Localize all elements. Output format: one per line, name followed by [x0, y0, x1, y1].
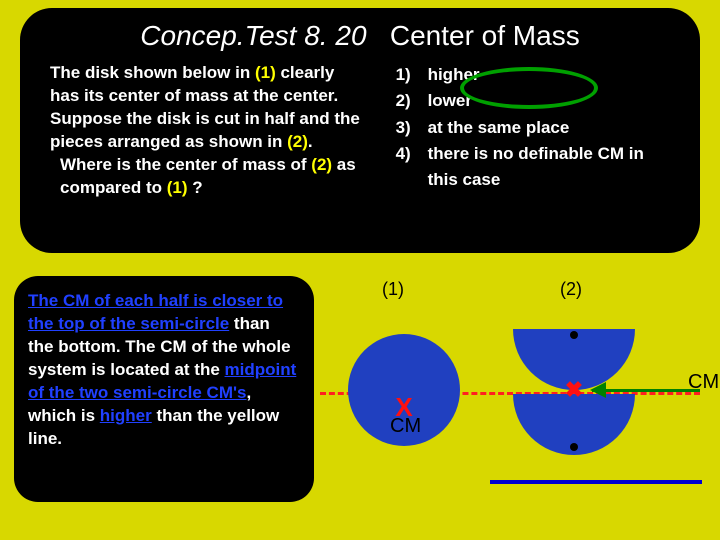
diagram-area: (1)(2)XCM✖CM [330, 275, 715, 525]
q-p1a: The disk shown below in [50, 63, 255, 82]
cm-label-1: CM [390, 415, 421, 438]
q-p2y: (2) [287, 132, 308, 151]
title-rest: Center of Mass [390, 20, 580, 51]
label-1: (1) [382, 279, 404, 300]
options-list: 1)higher 2)lower 3)at the same place 4)t… [396, 62, 670, 200]
option-4-text: there is no definable CM in this case [428, 141, 670, 194]
option-2-text: lower [428, 88, 472, 114]
expl-s5: higher [100, 406, 152, 425]
question-panel: Concep.Test 8. 20 Center of Mass The dis… [20, 8, 700, 253]
slide-title: Concep.Test 8. 20 Center of Mass [50, 20, 670, 52]
q-p3c: ? [188, 178, 203, 197]
cm-dot-bottom [570, 443, 578, 451]
title-italic: Concep.Test 8. 20 [140, 20, 366, 51]
option-1-text: higher [428, 62, 480, 88]
baseline [490, 480, 702, 484]
label-2: (2) [560, 279, 582, 300]
option-3-text: at the same place [428, 115, 570, 141]
cm-dot-top [570, 331, 578, 339]
cm-mark-2: ✖ [565, 379, 583, 401]
question-text: The disk shown below in (1) clearly has … [50, 62, 366, 200]
q-p2b: . [308, 132, 313, 151]
cm-arrow [592, 389, 700, 392]
option-4: 4)there is no definable CM in this case [396, 141, 670, 194]
q-p3y1: (2) [311, 155, 332, 174]
cm-label-2: CM [688, 371, 719, 394]
option-3: 3)at the same place [396, 115, 670, 141]
option-2: 2)lower [396, 88, 670, 114]
q-p3y2: (1) [167, 178, 188, 197]
q-p3a: Where is the center of mass of [60, 155, 311, 174]
q-p2a: Suppose the disk is cut in half and the … [50, 109, 360, 151]
explanation-panel: The CM of each half is closer to the top… [14, 276, 314, 502]
q-p1y: (1) [255, 63, 276, 82]
option-1: 1)higher [396, 62, 670, 88]
